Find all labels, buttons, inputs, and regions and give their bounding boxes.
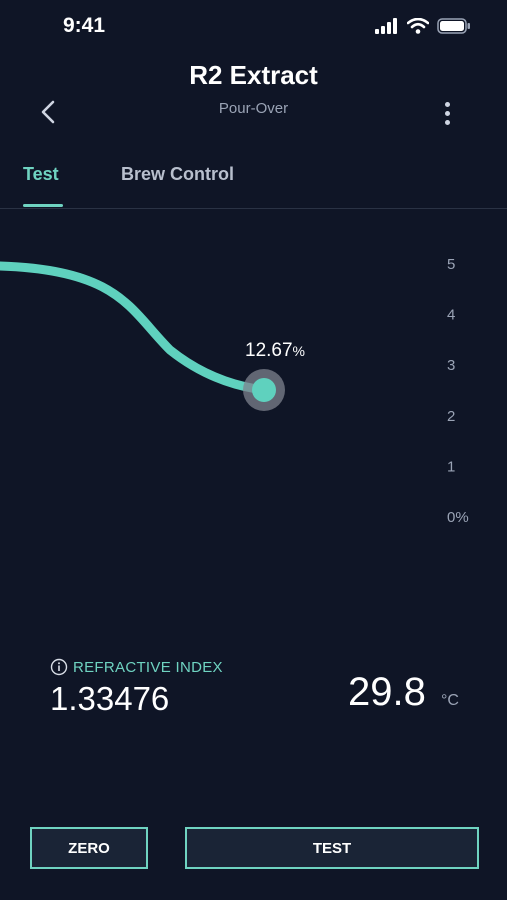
info-icon[interactable] [50, 658, 68, 676]
chevron-left-icon [41, 100, 55, 124]
temperature-unit: °C [441, 692, 459, 709]
more-vertical-icon [444, 101, 450, 107]
y-tick-label: 5 [447, 256, 455, 273]
page-title: R2 Extract [189, 60, 318, 90]
current-point [252, 378, 276, 402]
y-tick-label: 0% [447, 509, 469, 526]
current-value-label: 12.67% [245, 340, 305, 361]
zero-button[interactable]: ZERO [30, 827, 148, 869]
status-time: 9:41 [63, 14, 106, 37]
extraction-curve [0, 261, 269, 395]
refractive-index-value: 1.33476 [50, 680, 170, 717]
more-vertical-icon [444, 119, 450, 125]
tab-brew-control[interactable]: Brew Control [121, 164, 235, 184]
extraction-chart: 12.67% 5 4 3 2 1 0% [0, 256, 469, 526]
status-bar: 9:41 [0, 0, 507, 52]
status-icons [375, 18, 471, 34]
battery-icon [437, 18, 470, 34]
y-tick-label: 3 [447, 357, 455, 374]
y-tick-label: 4 [447, 307, 455, 324]
more-button[interactable] [437, 97, 457, 129]
refractive-index-header: REFRACTIVE INDEX [50, 658, 223, 676]
y-tick-label: 2 [447, 408, 455, 425]
temperature-value: 29.8 [348, 670, 426, 714]
tab-bar: Test Brew Control [0, 150, 507, 209]
page-subtitle: Pour-Over [218, 100, 289, 117]
active-tab-indicator [23, 204, 63, 207]
more-vertical-icon [444, 110, 450, 116]
test-button[interactable]: TEST [185, 827, 479, 869]
refractive-index-label: REFRACTIVE INDEX [73, 658, 223, 676]
signal-icon [375, 18, 397, 34]
back-button[interactable] [34, 97, 62, 127]
y-axis-ticks: 5 4 3 2 1 0% [447, 256, 469, 526]
tab-test[interactable]: Test [23, 164, 59, 184]
y-tick-label: 1 [447, 458, 455, 475]
wifi-icon [407, 18, 429, 34]
